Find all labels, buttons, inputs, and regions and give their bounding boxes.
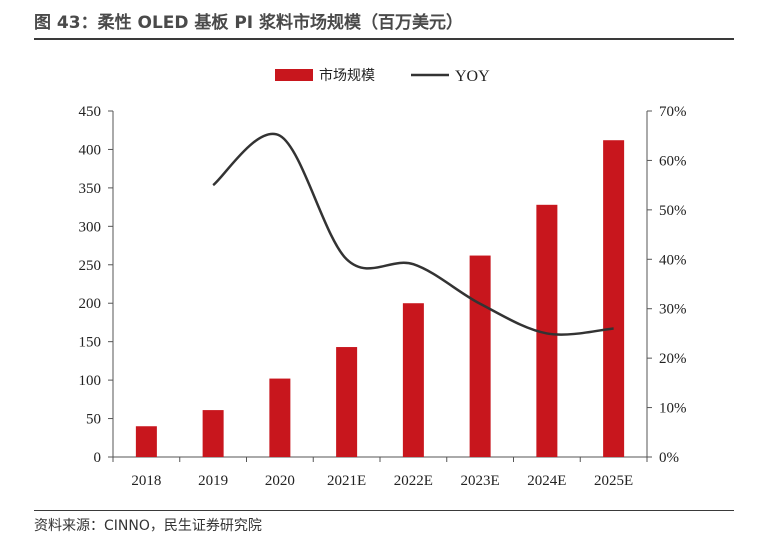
legend-bar-swatch — [275, 69, 313, 81]
right-axis-tick-label: 0% — [659, 450, 679, 466]
legend: 市场规模 YOY — [275, 67, 490, 85]
title-divider — [34, 38, 734, 40]
yoy-line-series — [212, 132, 614, 336]
x-axis-tick-label: 2024E — [527, 473, 566, 489]
bar-series — [135, 140, 625, 457]
left-axis-tick-label: 0 — [94, 450, 102, 466]
x-axis-tick-label: 2020 — [265, 473, 295, 489]
axes: 0 50 100 150 200 250 300 350 400 450 0% 10% 20% 30% 40… — [79, 104, 687, 489]
left-axis-tick-label: 250 — [79, 258, 102, 274]
chart-title: 图 43：柔性 OLED 基板 PI 浆料市场规模（百万美元） — [34, 13, 464, 33]
yoy-line — [212, 132, 614, 336]
bar — [135, 426, 157, 457]
footer-divider — [34, 510, 734, 511]
x-axis-tick-label: 2022E — [394, 473, 433, 489]
x-axis-tick-label: 2025E — [594, 473, 633, 489]
x-axis-tick-label: 2019 — [198, 473, 228, 489]
left-axis-tick-label: 200 — [79, 296, 102, 312]
right-axis-tick-label: 70% — [659, 104, 687, 120]
left-axis-tick-label: 350 — [79, 181, 102, 197]
bar — [202, 410, 224, 457]
bar — [536, 204, 558, 457]
right-axis-tick-label: 60% — [659, 153, 687, 169]
left-axis-tick-label: 450 — [79, 104, 102, 120]
legend-line-label: YOY — [455, 68, 490, 85]
bar — [402, 303, 424, 457]
right-axis-tick-label: 30% — [659, 302, 687, 318]
x-axis-tick-label: 2023E — [461, 473, 500, 489]
source-note: 资料来源：CINNO，民生证券研究院 — [34, 518, 262, 534]
x-axis-tick-label: 2018 — [131, 473, 161, 489]
left-axis-tick-label: 300 — [79, 219, 102, 235]
right-axis-tick-label: 20% — [659, 351, 687, 367]
left-axis-tick-label: 150 — [79, 335, 102, 351]
x-axis-tick-label: 2021E — [327, 473, 366, 489]
left-axis-tick-label: 400 — [79, 142, 102, 158]
left-axis-tick-label: 100 — [79, 373, 102, 389]
legend-bar-label: 市场规模 — [319, 67, 375, 84]
bar — [603, 140, 625, 457]
left-axis-tick-label: 50 — [86, 412, 101, 428]
bar — [336, 347, 358, 457]
bar — [269, 378, 291, 457]
bar — [469, 255, 491, 457]
right-axis-tick-label: 40% — [659, 252, 687, 268]
right-axis-tick-label: 10% — [659, 401, 687, 417]
right-axis-tick-label: 50% — [659, 203, 687, 219]
